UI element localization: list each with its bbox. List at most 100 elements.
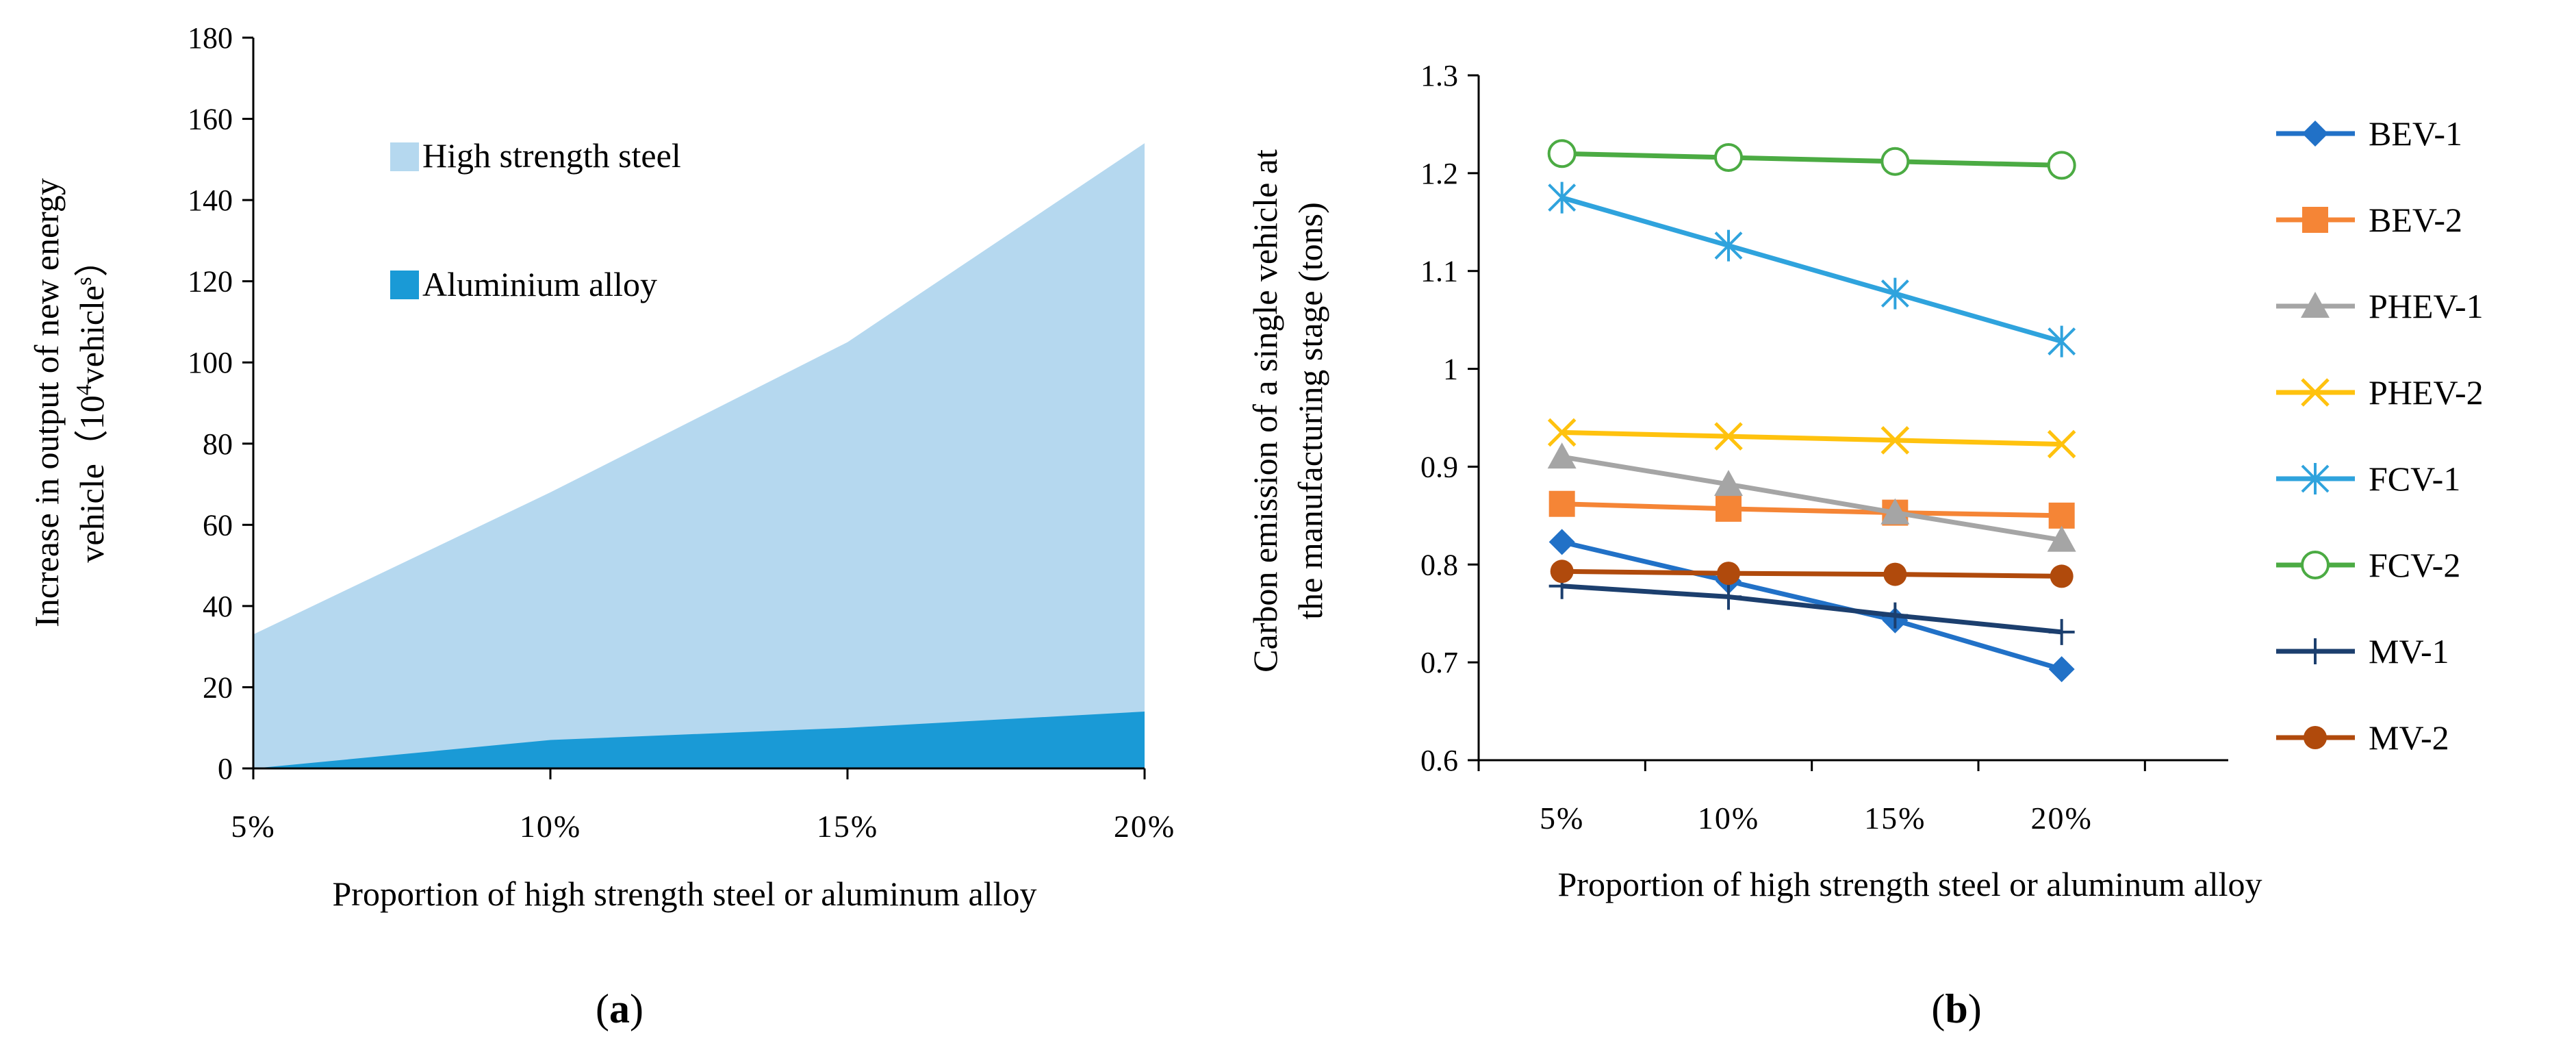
b-point-fcv-1 [1880,277,1909,310]
b-legend-item-mv-1: MV-1 [2276,632,2449,670]
b-point-bev-2 [1548,490,1575,517]
a-y-tick-label: 20 [203,670,233,704]
b-point-fcv-2 [1714,143,1743,172]
b-point-bev-2-shape [1548,490,1575,517]
a-y-tick-label: 140 [188,184,233,217]
a-y-tick-label: 40 [203,590,233,623]
a-legend-swatch-high-strength-steel [390,142,419,171]
b-legend-marker-bev-2 [2302,207,2328,233]
a-y-axis-label: Increase in output of new energy vehicle… [27,178,111,627]
b-series-bev-1 [1548,529,2075,683]
b-ylabel-line2: the manufacturing stage (tons) [1291,202,1329,620]
b-point-fcv-1-shape [2048,325,2076,357]
b-y-axis-label: Carbon emission of a single vehicle at t… [1246,149,1329,673]
b-legend-marker-mv-1 [2302,638,2328,664]
b-point-fcv-2 [1880,147,1910,176]
b-point-fcv-1 [1548,181,1577,214]
b-legend-label-phev-2: PHEV-2 [2369,373,2484,412]
a-legend-swatch-aluminium-alloy [390,271,419,299]
b-line-fcv-2 [1561,151,2062,168]
a-ylabel-line1: Increase in output of new energy [27,178,66,627]
b-x-tick-label: 15% [1864,801,1926,836]
b-point-bev-1 [2048,656,2075,683]
a-legend-label-high-strength-steel: High strength steel [422,136,681,175]
b-legend-marker-bev-1 [2302,121,2328,147]
b-y-tick-label: 0.8 [1420,548,1458,581]
b-legend-marker-bev-1-shape [2302,121,2328,147]
b-point-fcv-2-shape [1547,139,1577,168]
b-point-fcv-2-shape [1714,143,1743,172]
a-legend: High strength steel Aluminium alloy [390,136,681,303]
b-category-ticks [1477,760,2146,771]
a-panel-close: ) [630,986,643,1031]
a-ylabel-sup2: s [71,277,96,285]
b-series-fcv-2 [1547,139,2076,180]
b-point-fcv-1 [1714,229,1743,262]
b-point-bev-2 [2048,502,2075,529]
b-point-mv-1-shape [1882,602,1909,629]
b-point-phev-1-shape [1880,498,1910,525]
b-legend-marker-mv-2-shape [2304,726,2327,749]
b-legend-label-phev-1: PHEV-1 [2369,287,2484,325]
b-legend-marker-bev-2-shape [2302,207,2328,233]
b-legend-label-mv-2: MV-2 [2369,718,2449,757]
a-x-ticks: 5% 10% 15% 20% [231,768,1174,844]
a-x-tick-label: 15% [817,809,878,844]
chart-a: 0 20 40 60 80 100 120 140 160 180 5% 10% 15% 20% Hig… [27,21,1174,1031]
b-point-bev-1-shape [1548,529,1575,555]
a-x-tick-label: 10% [520,809,581,844]
b-y-tick-label: 1.1 [1420,255,1458,288]
b-point-phev-2-shape [1547,418,1577,447]
a-area-aluminium-alloy [253,712,1145,768]
a-ylabel-sup1: 4 [71,384,96,395]
b-legend-item-bev-2: BEV-2 [2276,201,2462,239]
b-point-mv-1 [2048,618,2075,645]
b-legend-marker-mv-2 [2304,726,2327,749]
b-point-phev-1 [1547,442,1577,469]
a-x-axis-label: Proportion of high strength steel or alu… [332,875,1036,913]
b-legend-marker-phev-2 [2301,378,2330,407]
b-point-mv-1-shape [1716,584,1742,610]
b-legend-marker-phev-2-shape [2301,378,2330,407]
a-y-ticks: 0 20 40 60 80 100 120 140 160 180 [188,21,253,786]
a-area-high-strength-steel [253,143,1145,769]
a-y-tick-label: 120 [188,265,233,299]
a-ylabel-part3: ） [73,242,111,277]
b-line-bev-1 [1561,540,2063,672]
b-legend-item-mv-2: MV-2 [2276,718,2449,757]
b-line-phev-1 [1561,454,2063,543]
b-line-phev-2 [1561,429,2062,447]
b-point-fcv-2-shape [2047,151,2076,180]
b-panel-open: ( [1931,986,1945,1031]
a-y-tick-label: 60 [203,508,233,542]
b-legend-label-bev-1: BEV-1 [2369,114,2462,153]
a-y-tick-label: 160 [188,103,233,136]
b-series-mv-2 [1550,560,2074,588]
b-point-phev-2-shape [1714,422,1743,451]
b-point-fcv-1 [2048,325,2076,357]
b-panel-letter: b [1945,986,1967,1031]
b-point-fcv-2 [2047,151,2076,180]
b-point-fcv-1-shape [1548,181,1577,214]
b-point-mv-2-shape [1550,560,1574,584]
a-ylabel-part1: vehicle（10 [73,395,111,562]
b-point-mv-2 [1883,562,1907,586]
a-panel-letter: a [609,986,630,1031]
b-y-tick-label: 1.2 [1420,157,1458,190]
b-point-mv-1 [1882,602,1909,629]
b-line-fcv-1 [1561,195,2063,344]
b-legend-label-fcv-1: FCV-1 [2369,460,2460,498]
b-point-bev-1-shape [2048,656,2075,683]
b-point-phev-1-shape [1547,442,1577,469]
b-point-phev-2 [2047,429,2076,459]
b-point-bev-2 [1716,495,1742,522]
a-y-tick-label: 0 [218,752,233,786]
b-point-phev-2 [1880,426,1910,455]
b-legend-marker-phev-1-shape [2301,292,2330,318]
b-legend-marker-phev-1 [2301,292,2330,318]
b-line-bev-2 [1561,501,2062,518]
b-point-bev-1 [1548,529,1575,555]
a-y-tick-label: 180 [188,21,233,55]
b-point-phev-2 [1714,422,1743,451]
b-series-mv-1 [1548,573,2075,645]
